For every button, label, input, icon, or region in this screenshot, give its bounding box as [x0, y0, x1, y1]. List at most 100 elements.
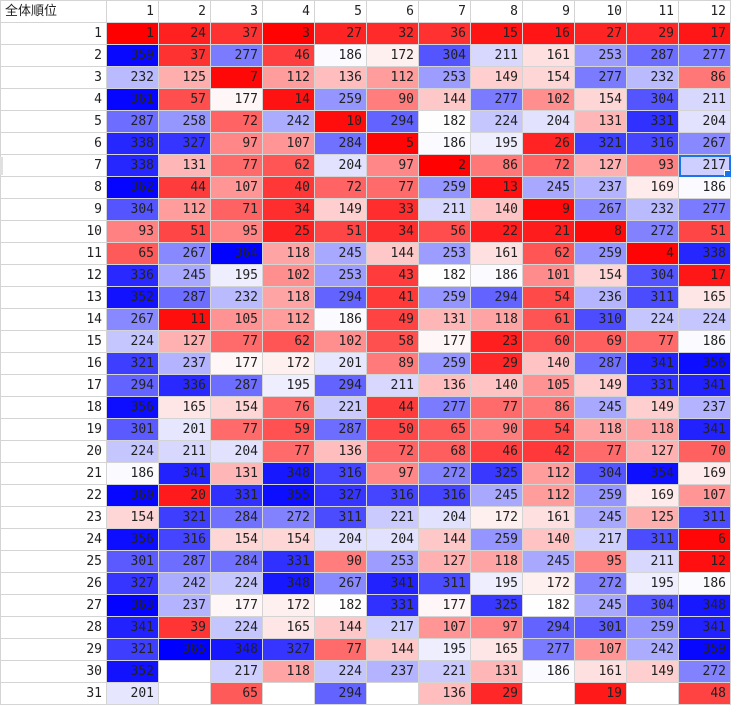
rank-cell[interactable]: 131 [210, 462, 263, 485]
rank-cell[interactable]: 136 [418, 374, 471, 397]
rank-cell[interactable]: 19 [574, 682, 627, 705]
rank-cell[interactable]: 336 [158, 374, 211, 397]
rank-cell[interactable]: 154 [574, 88, 627, 111]
rank-cell[interactable]: 90 [314, 550, 367, 573]
row-header[interactable]: 15 [0, 330, 107, 353]
rank-cell[interactable]: 341 [678, 616, 731, 639]
rank-cell[interactable]: 177 [418, 330, 471, 353]
rank-cell[interactable]: 304 [626, 594, 679, 617]
rank-cell[interactable]: 195 [210, 264, 263, 287]
rank-cell[interactable]: 149 [314, 198, 367, 221]
row-header[interactable]: 11 [0, 242, 107, 265]
rank-cell[interactable]: 3 [262, 22, 315, 45]
column-header[interactable]: 9 [522, 0, 575, 23]
rank-cell[interactable]: 341 [626, 352, 679, 375]
rank-cell[interactable]: 242 [158, 572, 211, 595]
rank-cell[interactable]: 140 [470, 198, 523, 221]
rank-cell[interactable]: 43 [366, 264, 419, 287]
row-header[interactable]: 22 [0, 484, 107, 507]
rank-cell[interactable]: 267 [678, 132, 731, 155]
rank-cell[interactable]: 186 [418, 132, 471, 155]
rank-cell[interactable]: 341 [678, 418, 731, 441]
rank-cell[interactable]: 232 [106, 66, 159, 89]
rank-cell[interactable]: 232 [626, 198, 679, 221]
rank-cell[interactable]: 54 [522, 418, 575, 441]
rank-cell[interactable]: 327 [158, 132, 211, 155]
rank-cell[interactable]: 217 [574, 528, 627, 551]
rank-cell[interactable]: 365 [158, 638, 211, 661]
rank-cell[interactable]: 348 [262, 572, 315, 595]
rank-cell[interactable]: 284 [314, 132, 367, 155]
row-header[interactable]: 8 [0, 176, 107, 199]
rank-cell[interactable]: 29 [626, 22, 679, 45]
rank-cell[interactable]: 287 [314, 418, 367, 441]
rank-cell[interactable]: 253 [366, 550, 419, 573]
rank-cell[interactable]: 325 [470, 462, 523, 485]
rank-cell[interactable]: 331 [626, 110, 679, 133]
rank-cell[interactable]: 237 [678, 396, 731, 419]
rank-cell[interactable]: 361 [106, 88, 159, 111]
rank-cell[interactable]: 26 [522, 132, 575, 155]
rank-cell[interactable]: 186 [106, 462, 159, 485]
rank-cell[interactable]: 131 [418, 308, 471, 331]
rank-cell[interactable]: 259 [626, 616, 679, 639]
rank-cell[interactable]: 107 [210, 176, 263, 199]
rank-cell[interactable]: 245 [574, 506, 627, 529]
rank-cell[interactable]: 29 [470, 682, 523, 705]
rank-cell[interactable]: 211 [470, 44, 523, 67]
rank-cell[interactable]: 201 [106, 682, 159, 705]
rank-cell[interactable]: 154 [106, 506, 159, 529]
rank-cell[interactable]: 242 [262, 110, 315, 133]
rank-cell[interactable]: 7 [210, 66, 263, 89]
rank-cell[interactable]: 62 [262, 154, 315, 177]
row-header[interactable]: 10 [0, 220, 107, 243]
rank-cell[interactable]: 186 [678, 330, 731, 353]
rank-cell[interactable]: 287 [210, 374, 263, 397]
rank-cell[interactable]: 102 [314, 330, 367, 353]
rank-cell[interactable]: 27 [574, 22, 627, 45]
rank-cell[interactable]: 259 [418, 352, 471, 375]
rank-cell[interactable]: 144 [418, 528, 471, 551]
rank-cell[interactable]: 287 [158, 286, 211, 309]
rank-cell[interactable]: 154 [210, 528, 263, 551]
rank-cell[interactable]: 277 [418, 396, 471, 419]
rank-cell[interactable]: 34 [366, 220, 419, 243]
rank-cell[interactable]: 331 [262, 550, 315, 573]
rank-cell[interactable]: 51 [314, 220, 367, 243]
rank-cell[interactable]: 277 [210, 44, 263, 67]
rank-cell[interactable]: 355 [262, 484, 315, 507]
rank-cell[interactable]: 287 [158, 550, 211, 573]
rank-cell[interactable]: 321 [106, 352, 159, 375]
rank-cell[interactable]: 272 [418, 462, 471, 485]
rank-cell[interactable]: 112 [522, 484, 575, 507]
rank-cell[interactable]: 201 [158, 418, 211, 441]
rank-cell[interactable]: 23 [470, 330, 523, 353]
row-header[interactable]: 28 [0, 616, 107, 639]
rank-cell[interactable]: 107 [418, 616, 471, 639]
rank-cell[interactable]: 5 [366, 132, 419, 155]
row-header[interactable]: 23 [0, 506, 107, 529]
column-header[interactable]: 10 [574, 0, 627, 23]
rank-cell[interactable]: 294 [106, 374, 159, 397]
rank-cell[interactable]: 331 [366, 594, 419, 617]
rank-cell[interactable]: 356 [106, 396, 159, 419]
rank-cell[interactable]: 245 [574, 396, 627, 419]
rank-cell[interactable]: 267 [158, 242, 211, 265]
rank-cell[interactable]: 161 [522, 506, 575, 529]
rank-cell[interactable]: 224 [210, 616, 263, 639]
rank-cell[interactable]: 72 [522, 154, 575, 177]
rank-cell[interactable]: 46 [262, 44, 315, 67]
rank-cell[interactable]: 304 [626, 88, 679, 111]
rank-cell[interactable]: 9 [522, 198, 575, 221]
row-header[interactable]: 31 [0, 682, 107, 705]
rank-cell[interactable]: 186 [678, 572, 731, 595]
row-header[interactable]: 16 [0, 352, 107, 375]
rank-cell[interactable]: 259 [418, 176, 471, 199]
rank-cell[interactable]: 107 [574, 638, 627, 661]
row-header[interactable]: 9 [0, 198, 107, 221]
column-header[interactable]: 2 [158, 0, 211, 23]
rank-cell[interactable]: 237 [574, 176, 627, 199]
rank-cell[interactable]: 37 [158, 44, 211, 67]
rank-cell[interactable]: 144 [366, 638, 419, 661]
rank-cell[interactable]: 46 [470, 440, 523, 463]
